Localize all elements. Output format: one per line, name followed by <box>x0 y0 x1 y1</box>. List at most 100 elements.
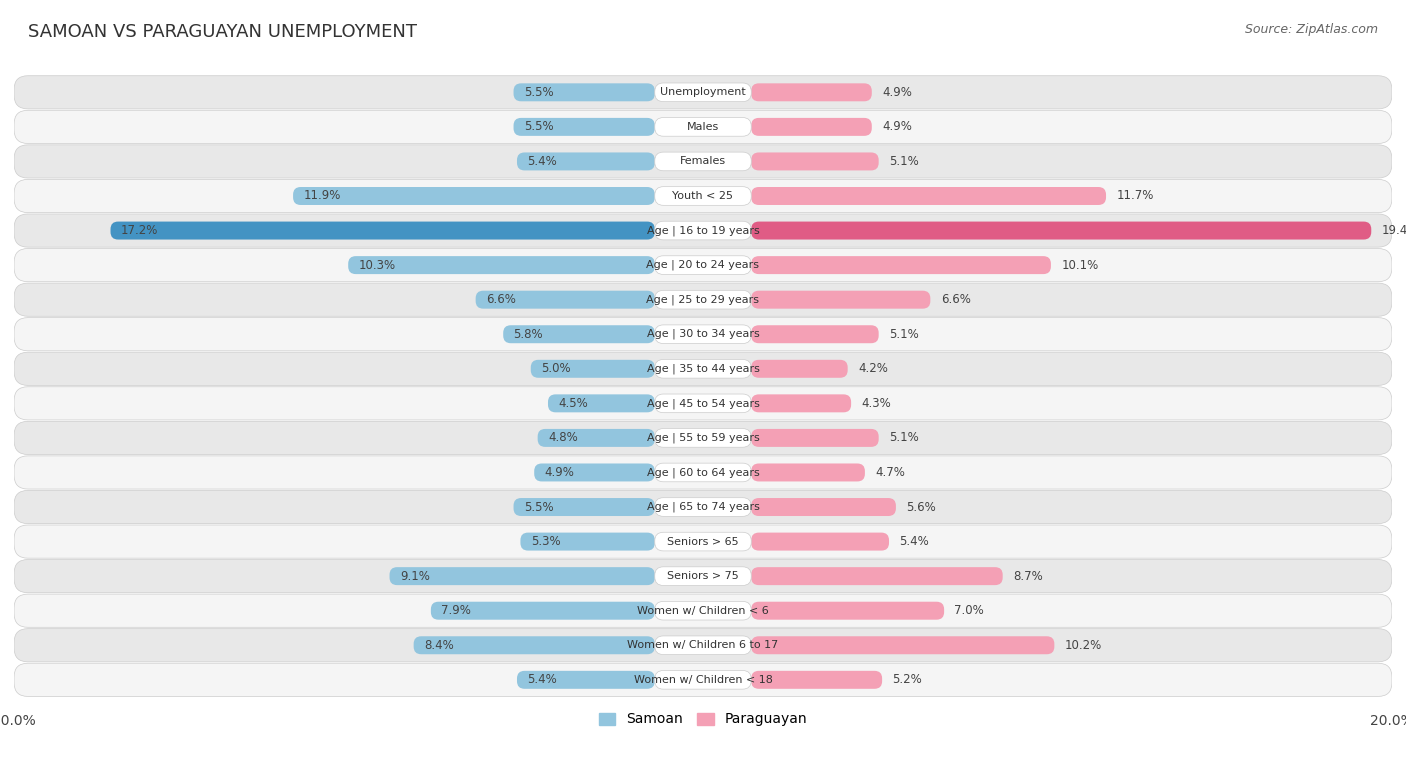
FancyBboxPatch shape <box>517 671 655 689</box>
Text: 8.7%: 8.7% <box>1012 570 1043 583</box>
Text: 4.9%: 4.9% <box>544 466 575 479</box>
Text: 11.9%: 11.9% <box>304 189 340 202</box>
FancyBboxPatch shape <box>655 152 751 171</box>
FancyBboxPatch shape <box>655 532 751 551</box>
FancyBboxPatch shape <box>517 152 655 170</box>
FancyBboxPatch shape <box>751 187 1107 205</box>
FancyBboxPatch shape <box>655 463 751 481</box>
Text: Age | 25 to 29 years: Age | 25 to 29 years <box>647 294 759 305</box>
FancyBboxPatch shape <box>655 291 751 309</box>
FancyBboxPatch shape <box>655 117 751 136</box>
FancyBboxPatch shape <box>751 463 865 481</box>
Legend: Samoan, Paraguayan: Samoan, Paraguayan <box>593 707 813 732</box>
FancyBboxPatch shape <box>513 498 655 516</box>
Text: Age | 45 to 54 years: Age | 45 to 54 years <box>647 398 759 409</box>
Text: Age | 55 to 59 years: Age | 55 to 59 years <box>647 433 759 443</box>
FancyBboxPatch shape <box>503 326 655 343</box>
Text: 4.5%: 4.5% <box>558 397 588 410</box>
FancyBboxPatch shape <box>14 628 1392 662</box>
FancyBboxPatch shape <box>751 498 896 516</box>
FancyBboxPatch shape <box>14 76 1392 109</box>
Text: Seniors > 65: Seniors > 65 <box>668 537 738 547</box>
Text: 5.2%: 5.2% <box>893 673 922 687</box>
FancyBboxPatch shape <box>655 221 751 240</box>
Text: Age | 20 to 24 years: Age | 20 to 24 years <box>647 260 759 270</box>
FancyBboxPatch shape <box>655 567 751 585</box>
FancyBboxPatch shape <box>751 671 882 689</box>
FancyBboxPatch shape <box>751 567 1002 585</box>
FancyBboxPatch shape <box>14 387 1392 420</box>
FancyBboxPatch shape <box>520 533 655 550</box>
FancyBboxPatch shape <box>751 637 1054 654</box>
Text: 5.5%: 5.5% <box>524 500 554 513</box>
Text: 5.3%: 5.3% <box>531 535 561 548</box>
Text: 10.1%: 10.1% <box>1062 259 1098 272</box>
Text: 7.0%: 7.0% <box>955 604 984 617</box>
Text: Age | 60 to 64 years: Age | 60 to 64 years <box>647 467 759 478</box>
FancyBboxPatch shape <box>14 525 1392 558</box>
Text: 6.6%: 6.6% <box>486 293 516 306</box>
FancyBboxPatch shape <box>655 325 751 344</box>
FancyBboxPatch shape <box>655 83 751 101</box>
Text: 4.3%: 4.3% <box>862 397 891 410</box>
Text: 9.1%: 9.1% <box>399 570 430 583</box>
Text: Age | 16 to 19 years: Age | 16 to 19 years <box>647 226 759 236</box>
Text: 5.1%: 5.1% <box>889 431 918 444</box>
FancyBboxPatch shape <box>751 360 848 378</box>
FancyBboxPatch shape <box>14 145 1392 178</box>
FancyBboxPatch shape <box>751 118 872 136</box>
FancyBboxPatch shape <box>751 326 879 343</box>
FancyBboxPatch shape <box>655 187 751 205</box>
FancyBboxPatch shape <box>475 291 655 309</box>
Text: 19.4%: 19.4% <box>1382 224 1406 237</box>
Text: 8.4%: 8.4% <box>425 639 454 652</box>
FancyBboxPatch shape <box>14 491 1392 524</box>
Text: Women w/ Children < 6: Women w/ Children < 6 <box>637 606 769 615</box>
FancyBboxPatch shape <box>655 428 751 447</box>
Text: Women w/ Children < 18: Women w/ Children < 18 <box>634 674 772 685</box>
FancyBboxPatch shape <box>14 663 1392 696</box>
FancyBboxPatch shape <box>14 352 1392 385</box>
FancyBboxPatch shape <box>14 456 1392 489</box>
Text: 10.3%: 10.3% <box>359 259 395 272</box>
Text: 4.8%: 4.8% <box>548 431 578 444</box>
FancyBboxPatch shape <box>513 83 655 101</box>
Text: 5.8%: 5.8% <box>513 328 543 341</box>
FancyBboxPatch shape <box>655 497 751 516</box>
FancyBboxPatch shape <box>14 559 1392 593</box>
FancyBboxPatch shape <box>14 283 1392 316</box>
FancyBboxPatch shape <box>751 602 945 620</box>
Text: 5.0%: 5.0% <box>541 363 571 375</box>
Text: 11.7%: 11.7% <box>1116 189 1154 202</box>
FancyBboxPatch shape <box>655 601 751 620</box>
FancyBboxPatch shape <box>349 256 655 274</box>
Text: Source: ZipAtlas.com: Source: ZipAtlas.com <box>1244 23 1378 36</box>
FancyBboxPatch shape <box>655 636 751 655</box>
FancyBboxPatch shape <box>655 394 751 413</box>
Text: 17.2%: 17.2% <box>121 224 159 237</box>
FancyBboxPatch shape <box>751 291 931 309</box>
Text: SAMOAN VS PARAGUAYAN UNEMPLOYMENT: SAMOAN VS PARAGUAYAN UNEMPLOYMENT <box>28 23 418 41</box>
FancyBboxPatch shape <box>751 533 889 550</box>
Text: 5.6%: 5.6% <box>907 500 936 513</box>
FancyBboxPatch shape <box>751 394 851 413</box>
Text: Unemployment: Unemployment <box>661 87 745 98</box>
Text: Seniors > 75: Seniors > 75 <box>666 571 740 581</box>
FancyBboxPatch shape <box>14 318 1392 350</box>
Text: Age | 35 to 44 years: Age | 35 to 44 years <box>647 363 759 374</box>
Text: 7.9%: 7.9% <box>441 604 471 617</box>
Text: 4.7%: 4.7% <box>875 466 905 479</box>
FancyBboxPatch shape <box>14 422 1392 454</box>
FancyBboxPatch shape <box>751 152 879 170</box>
FancyBboxPatch shape <box>751 83 872 101</box>
Text: Youth < 25: Youth < 25 <box>672 191 734 201</box>
Text: 6.6%: 6.6% <box>941 293 970 306</box>
Text: Age | 65 to 74 years: Age | 65 to 74 years <box>647 502 759 512</box>
FancyBboxPatch shape <box>14 248 1392 282</box>
FancyBboxPatch shape <box>655 256 751 275</box>
Text: 5.5%: 5.5% <box>524 86 554 99</box>
FancyBboxPatch shape <box>655 671 751 689</box>
Text: Women w/ Children 6 to 17: Women w/ Children 6 to 17 <box>627 640 779 650</box>
Text: Females: Females <box>681 157 725 167</box>
FancyBboxPatch shape <box>389 567 655 585</box>
